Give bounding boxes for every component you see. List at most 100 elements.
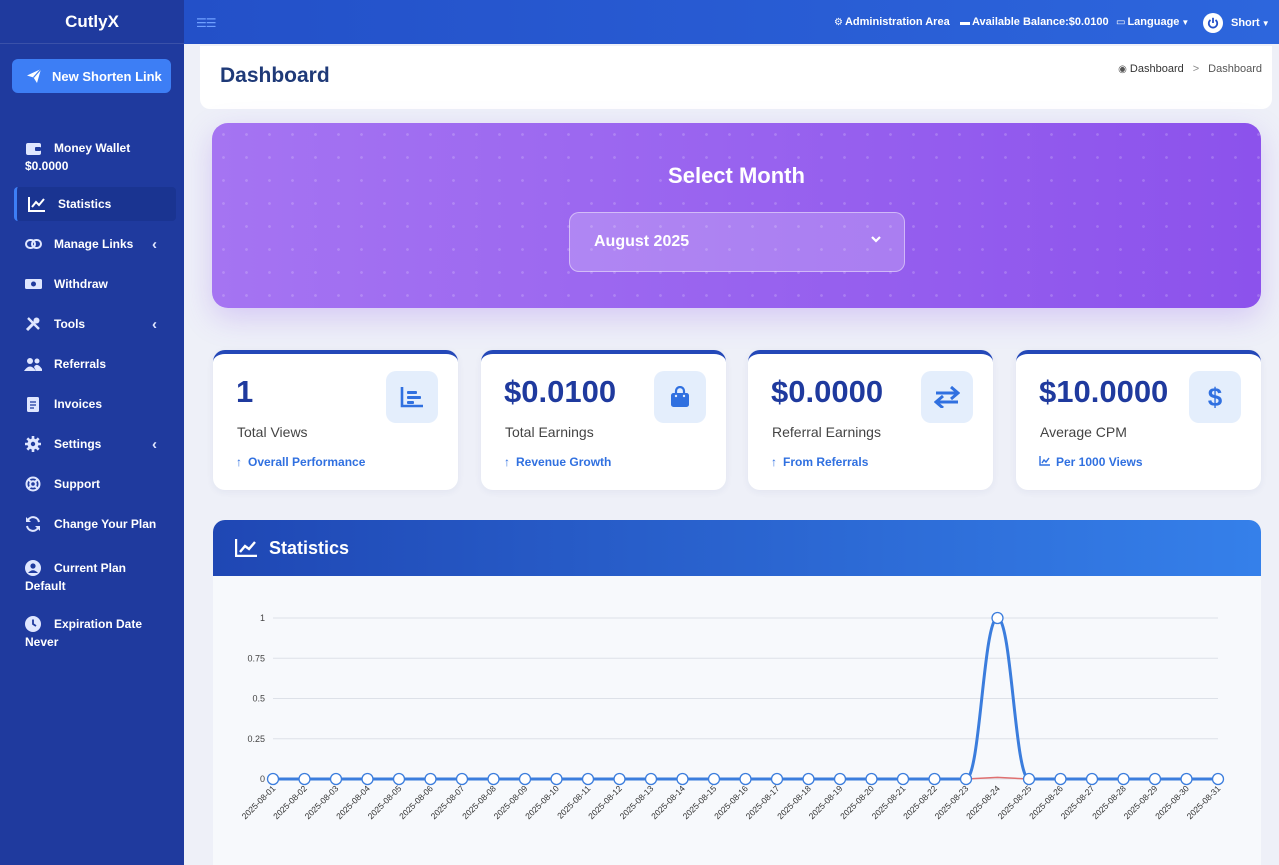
sidebar-item-label: Withdraw (54, 277, 108, 291)
data-point (1148, 772, 1162, 786)
user-label: Short (1231, 17, 1260, 29)
stat-subtext: ↑ From Referrals (771, 455, 868, 469)
stat-subtext-label: Per 1000 Views (1056, 455, 1143, 469)
data-point (1180, 772, 1193, 786)
sidebar-item-label: Manage Links (54, 237, 134, 251)
chevron-left-icon: ‹ (152, 235, 157, 253)
stat-label: Referral Earnings (772, 424, 881, 440)
y-tick-label: 0.75 (247, 653, 265, 663)
stat-label: Total Views (237, 424, 308, 440)
menu-toggle-icon[interactable]: ☰☰ (196, 16, 216, 30)
wallet-icon: ▬ (960, 16, 970, 28)
data-point (1117, 772, 1130, 786)
sidebar-item-withdraw[interactable]: Withdraw (24, 275, 169, 293)
language-label: Language (1127, 16, 1180, 28)
month-selector-card: Select Month August 2025 (212, 123, 1261, 308)
current-plan-value: Default (25, 579, 66, 593)
current-plan: Current Plan Default (24, 559, 126, 593)
stat-value: $10.0000 (1039, 374, 1169, 409)
expiration-date: Expiration Date Never (24, 615, 142, 649)
data-point (581, 772, 595, 786)
data-point (361, 772, 374, 786)
stat-subtext: ↑ Overall Performance (236, 455, 365, 469)
stat-label: Average CPM (1040, 424, 1127, 440)
sidebar-item-label: Statistics (58, 197, 112, 211)
sidebar-item-label: Referrals (54, 357, 107, 371)
sidebar-item-referrals[interactable]: Referrals (24, 355, 169, 373)
invoice-icon (24, 395, 42, 413)
data-point (739, 772, 752, 786)
dashboard-icon: ◉ (1118, 63, 1127, 75)
gear-icon: ⚙ (834, 16, 843, 28)
sidebar-item-support[interactable]: Support (24, 475, 169, 493)
sidebar-item-manage-links[interactable]: Manage Links ‹ (24, 235, 169, 253)
sidebar-item-label: Settings (54, 437, 102, 451)
data-point (896, 772, 910, 786)
data-point (770, 772, 784, 786)
data-point (833, 772, 847, 786)
exchange-icon (921, 371, 973, 423)
caret-down-icon: ▼ (1181, 17, 1190, 27)
statistics-chart-svg: 00.250.50.7512025-08-012025-08-022025-08… (240, 611, 1225, 821)
sidebar-item-tools[interactable]: Tools ‹ (24, 315, 169, 333)
language-icon: ▭ (1116, 16, 1126, 28)
data-point (613, 772, 626, 786)
money-wallet-value: $0.0000 (25, 159, 69, 173)
language-dropdown[interactable]: ▭ Language ▼ (1116, 16, 1189, 28)
x-tick-label: 2025-08-10 (523, 783, 561, 821)
month-select[interactable]: August 2025 (569, 212, 905, 272)
arrow-up-icon: ↑ (236, 455, 242, 469)
available-balance-label: Available Balance:$0.0100 (972, 16, 1109, 28)
topbar: ☰☰ ⚙ Administration Area ▬ Available Bal… (184, 0, 1279, 44)
paper-plane-icon (27, 68, 42, 83)
money-wallet[interactable]: Money Wallet $0.0000 (24, 139, 130, 173)
sidebar-item-label: Change Your Plan (54, 517, 157, 531)
y-tick-label: 0.5 (252, 694, 265, 704)
data-point (298, 772, 311, 786)
administration-area-link[interactable]: ⚙ Administration Area (834, 16, 950, 28)
sidebar-item-statistics[interactable]: Statistics (14, 187, 176, 221)
data-point (487, 772, 500, 786)
sidebar-item-invoices[interactable]: Invoices (24, 395, 169, 413)
data-point (392, 772, 406, 786)
gear-icon (24, 435, 42, 453)
statistics-panel-title: Statistics (269, 537, 350, 558)
breadcrumb-home-link[interactable]: Dashboard (1129, 63, 1184, 75)
brand-logo[interactable]: CutlyX (0, 0, 184, 44)
stat-card-referral-earnings: $0.0000 Referral Earnings ↑ From Referral… (748, 350, 993, 490)
stat-label: Total Earnings (505, 424, 594, 440)
data-point (518, 772, 532, 786)
data-point (865, 772, 878, 786)
bar-chart-icon (386, 371, 438, 423)
sidebar-item-label: Invoices (54, 397, 103, 411)
expiration-date-value: Never (25, 635, 59, 649)
caret-down-icon: ▼ (1261, 18, 1270, 28)
stat-subtext-label: Overall Performance (248, 455, 366, 469)
sidebar-item-change-plan[interactable]: Change Your Plan (24, 515, 169, 533)
page-header: Dashboard ◉ Dashboard > Dashboard (200, 46, 1272, 109)
month-select-value: August 2025 (594, 233, 690, 250)
money-icon (24, 275, 42, 293)
wallet-icon (24, 139, 42, 157)
data-point (676, 772, 689, 786)
stat-value: $0.0100 (504, 374, 617, 409)
data-point (329, 772, 343, 786)
refresh-icon (24, 515, 42, 533)
stat-value: 1 (236, 374, 254, 409)
sidebar-item-settings[interactable]: Settings ‹ (24, 435, 169, 453)
data-point (1085, 772, 1099, 786)
breadcrumb-current: Dashboard (1208, 63, 1262, 75)
y-tick-label: 0.25 (247, 734, 265, 744)
shopping-bag-icon (654, 371, 706, 423)
stat-card-total-earnings: $0.0100 Total Earnings ↑ Revenue Growth (481, 350, 726, 490)
stat-subtext: Per 1000 Views (1039, 455, 1143, 469)
stat-card-total-views: 1 Total Views ↑ Overall Performance (213, 350, 458, 490)
available-balance[interactable]: ▬ Available Balance:$0.0100 (960, 16, 1109, 28)
data-point (1022, 772, 1036, 786)
chevron-left-icon: ‹ (152, 315, 157, 333)
user-menu[interactable]: Short ▼ (1203, 13, 1270, 33)
chart-line-icon (235, 539, 257, 557)
administration-area-label: Administration Area (844, 16, 950, 28)
new-shorten-link-label: New Shorten Link (52, 68, 162, 84)
new-shorten-link-button[interactable]: New Shorten Link (12, 59, 171, 93)
